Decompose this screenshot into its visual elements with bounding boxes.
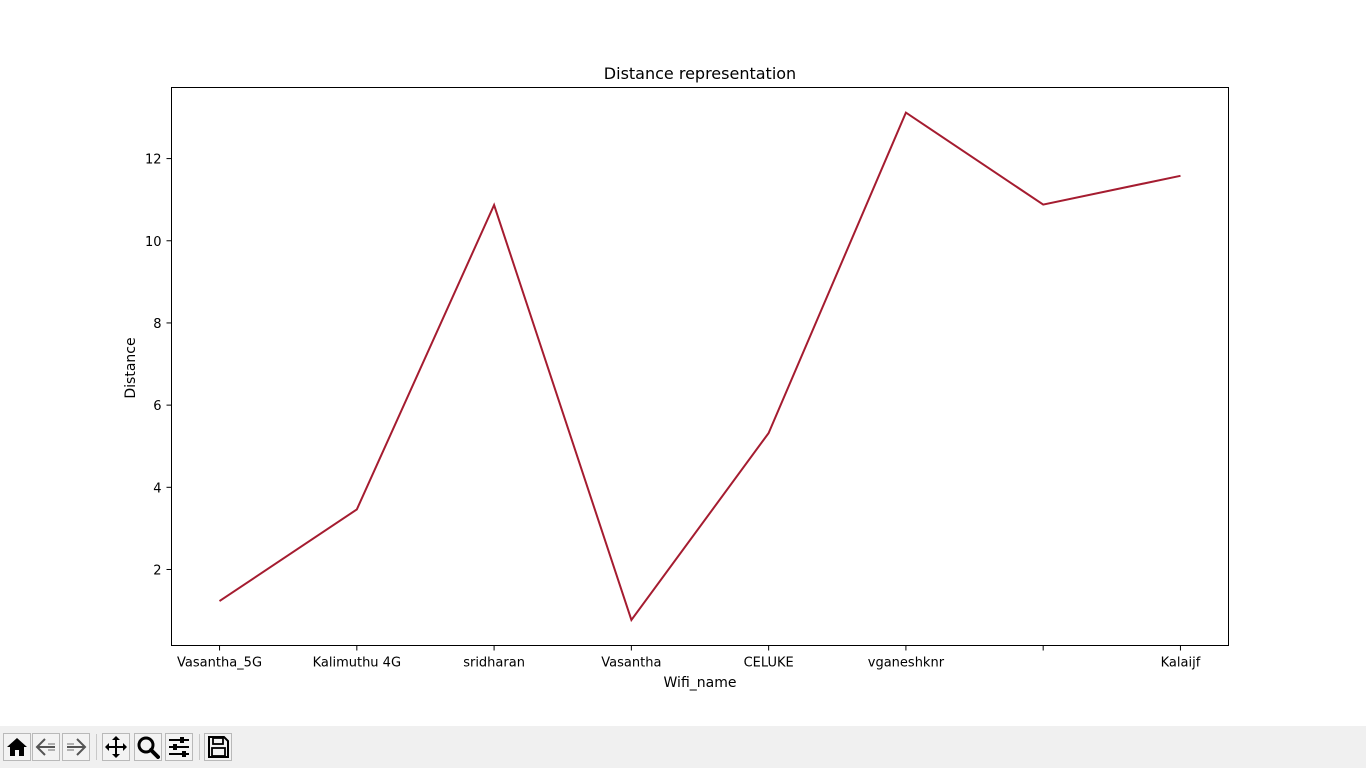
y-tick-label: 6: [153, 399, 161, 414]
home-icon: [7, 738, 27, 756]
zoom-button[interactable]: [134, 733, 162, 761]
forward-button[interactable]: [62, 733, 90, 761]
toolbar-separator: [199, 734, 200, 760]
y-axis-label: Distance: [123, 337, 139, 398]
y-tick-label: 2: [153, 563, 161, 578]
configure-subplots-button[interactable]: [165, 733, 193, 761]
y-tick-label: 10: [145, 235, 162, 250]
chart: Distance representation Vasantha_5G Kalim…: [123, 64, 1229, 691]
navigation-toolbar: [0, 726, 1366, 768]
y-axis-ticks: 2 4 6 8 10 12: [145, 153, 172, 578]
configure-subplots-icon: [169, 737, 189, 757]
toolbar-separator: [96, 734, 97, 760]
x-tick-label: Kalaijf: [1161, 656, 1201, 671]
zoom-icon: [137, 736, 160, 759]
save-button[interactable]: [204, 733, 232, 761]
forward-arrow-icon: [67, 738, 87, 756]
pan-button[interactable]: [102, 733, 130, 761]
y-tick-label: 4: [153, 481, 161, 496]
plot-frame: [171, 87, 1229, 646]
x-tick-label: sridharan: [463, 656, 525, 671]
series-line: [218, 111, 1181, 623]
figure-area: Distance representation Vasantha_5G Kalim…: [123, 64, 1229, 691]
x-axis-label: Wifi_name: [664, 675, 737, 691]
x-tick-label: Kalimuthu 4G: [313, 656, 401, 671]
x-tick-label: CELUKE: [744, 656, 794, 671]
back-button[interactable]: [32, 733, 60, 761]
save-icon: [208, 736, 229, 758]
back-arrow-icon: [35, 738, 55, 756]
x-tick-label: Vasantha_5G: [177, 656, 262, 671]
y-tick-label: 8: [153, 317, 161, 332]
x-tick-label: Vasantha: [601, 656, 661, 671]
home-button[interactable]: [3, 733, 31, 761]
chart-title: Distance representation: [604, 64, 796, 83]
x-tick-label: vganeshknr: [868, 656, 945, 671]
pan-icon: [105, 736, 127, 758]
x-axis-ticks: Vasantha_5G Kalimuthu 4G sridharan Vasantha…: [177, 645, 1201, 671]
y-tick-label: 12: [145, 153, 162, 168]
